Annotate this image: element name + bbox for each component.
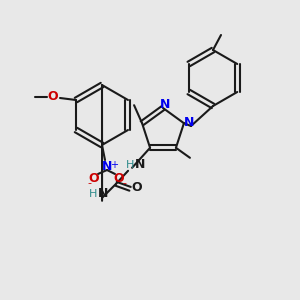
Text: N: N (102, 160, 112, 173)
Text: N: N (135, 158, 145, 171)
Text: O: O (132, 181, 142, 194)
Text: -: - (87, 178, 91, 188)
Text: O: O (48, 91, 58, 103)
Text: -: - (122, 178, 126, 188)
Text: O: O (114, 172, 124, 184)
Text: H: H (126, 160, 134, 170)
Text: N: N (184, 116, 194, 129)
Text: H: H (89, 189, 97, 199)
Text: O: O (89, 172, 99, 184)
Text: +: + (110, 160, 118, 170)
Text: N: N (160, 98, 170, 110)
Text: N: N (98, 187, 108, 200)
